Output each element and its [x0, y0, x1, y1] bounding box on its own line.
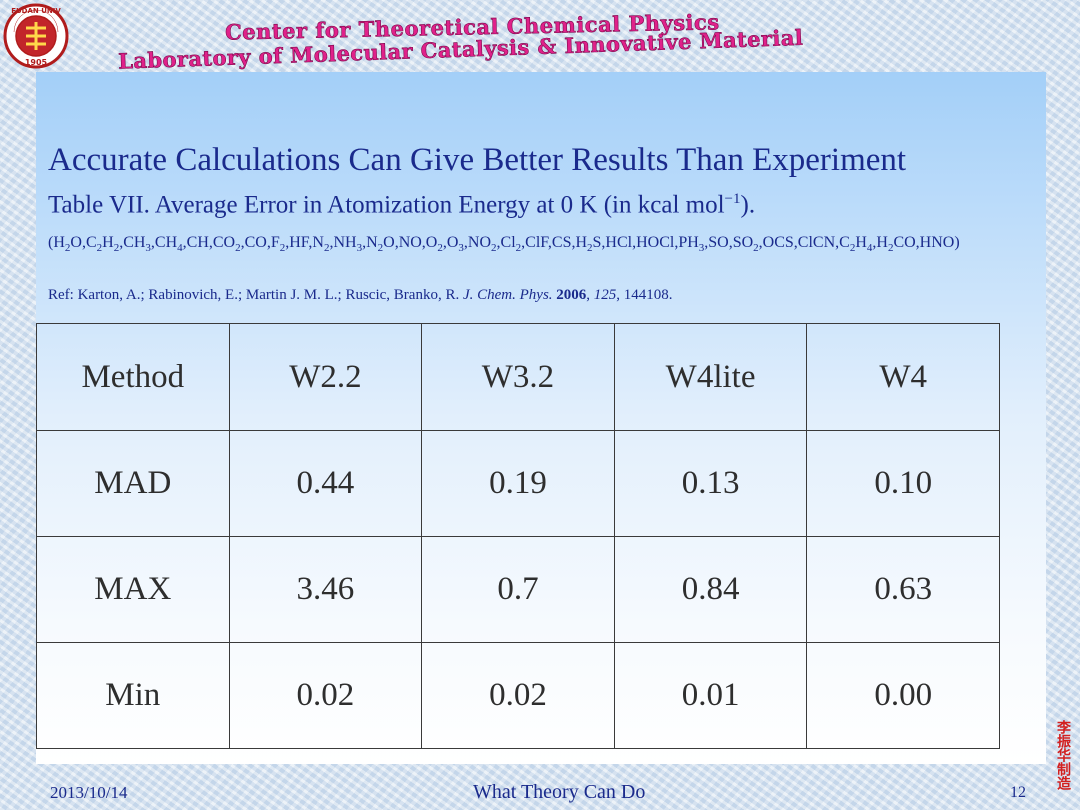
molecule-text: O,NO,O: [383, 234, 438, 251]
molecule-text: O,C: [70, 234, 97, 251]
table-cell: 0.13: [613, 430, 808, 537]
reference-year: 2006: [556, 287, 587, 303]
molecule-subscript: 2: [491, 242, 497, 255]
table-header-cell: W4lite: [613, 323, 808, 431]
table-cell: MAD: [36, 430, 230, 537]
table-cell: 0.00: [806, 642, 1000, 749]
molecule-subscript: 2: [587, 242, 593, 255]
molecule-subscript: 3: [145, 242, 151, 255]
table-row: MAD 0.44 0.19 0.13 0.10: [36, 430, 1000, 537]
reference-citation: Ref: Karton, A.; Rabinovich, E.; Martin …: [48, 287, 1048, 304]
molecule-subscript: 2: [113, 242, 120, 255]
table-header-row: Method W2.2 W3.2 W4lite W4: [36, 323, 1000, 431]
caption-end: ).: [740, 191, 756, 219]
molecule-subscript: 2: [437, 242, 443, 255]
reference-prefix: Ref: Karton, A.; Rabinovich, E.; Martin …: [48, 287, 463, 303]
molecule-subscript: 2: [849, 242, 856, 255]
molecule-text: ,CH: [150, 234, 178, 251]
table-cell: 0.10: [806, 430, 1000, 537]
table-cell: 3.46: [228, 536, 423, 643]
molecule-subscript: 2: [377, 242, 384, 255]
table-cell: Min: [36, 642, 230, 749]
page-number: 12: [1010, 784, 1026, 801]
table-cell: 0.19: [421, 430, 615, 537]
table-header-cell: W2.2: [228, 323, 423, 431]
molecule-text: ,Cl: [496, 234, 516, 251]
molecule-text: ,NO: [463, 234, 492, 251]
molecule-subscript: 2: [887, 242, 894, 255]
molecule-text: ,H: [872, 234, 888, 251]
molecule-text: ,O: [442, 234, 459, 251]
reference-journal: J. Chem. Phys.: [462, 287, 553, 303]
table-caption: Table VII. Average Error in Atomization …: [48, 191, 1048, 219]
table-cell: 0.44: [228, 430, 423, 537]
caption-main: Table VII. Average Error in Atomization …: [48, 191, 725, 219]
table-header-cell: Method: [36, 323, 230, 431]
molecule-subscript: 2: [235, 242, 241, 255]
svg-text:1905: 1905: [25, 58, 48, 67]
molecule-text: ,ClF,CS,H: [521, 234, 588, 251]
table-cell: 0.02: [228, 642, 423, 749]
molecule-subscript: 2: [96, 242, 103, 255]
molecule-text: (H: [48, 234, 65, 251]
table-cell: 0.01: [613, 642, 808, 749]
author-stamp: 李振华制造: [1055, 720, 1070, 790]
reference-sep: ,: [586, 287, 594, 303]
molecule-subscript: 2: [279, 242, 286, 255]
molecule-text: ,NH: [329, 234, 357, 251]
svg-text:FUDAN UNIV: FUDAN UNIV: [11, 7, 61, 15]
molecule-text: CO,HNO): [893, 234, 960, 251]
reference-volume: 125: [593, 287, 617, 303]
molecule-list: (H2O,C2H2,CH3,CH4,CH,CO2,CO,F2,HF,N2,NH3…: [48, 232, 1008, 259]
molecule-text: H: [102, 234, 114, 251]
slide-title: Accurate Calculations Can Give Better Re…: [48, 142, 907, 178]
molecule-text: ,CO,F: [240, 234, 280, 251]
table-cell: MAX: [36, 536, 230, 643]
university-seal-logo: FUDAN UNIV 1905: [3, 3, 69, 69]
molecule-text: ,N: [362, 234, 378, 251]
molecule-text: ,HF,N: [285, 234, 324, 251]
footer-title: What Theory Can Do: [473, 781, 646, 803]
table-row: MAX 3.46 0.7 0.84 0.63: [36, 536, 1000, 643]
molecule-subscript: 4: [866, 242, 873, 255]
slide-header: FUDAN UNIV 1905 Center for Theoretical C…: [0, 0, 1080, 74]
table-header-cell: W3.2: [421, 323, 615, 431]
molecule-subscript: 3: [458, 242, 464, 255]
molecule-text: ,CH,CO: [182, 234, 236, 251]
molecule-subscript: 2: [64, 242, 71, 255]
table-row: Min 0.02 0.02 0.01 0.00: [36, 642, 1000, 749]
table-cell: 0.7: [421, 536, 615, 643]
molecule-subscript: 3: [698, 242, 705, 255]
footer-date: 2013/10/14: [50, 783, 128, 802]
table-cell: 0.84: [613, 536, 808, 643]
molecule-subscript: 2: [515, 242, 522, 255]
error-table: Method W2.2 W3.2 W4lite W4 MAD 0.44 0.19…: [36, 323, 1000, 749]
reference-pages: , 144108.: [616, 287, 673, 303]
molecule-subscript: 2: [753, 242, 759, 255]
molecule-text: S,HCl,HOCl,PH: [592, 234, 699, 251]
table-header-cell: W4: [806, 323, 1000, 431]
molecule-text: ,SO,SO: [704, 234, 754, 251]
table-cell: 0.02: [421, 642, 615, 749]
molecule-text: ,OCS,ClCN,C: [758, 234, 850, 251]
caption-superscript: −1: [724, 191, 741, 207]
molecule-text: ,CH: [119, 234, 146, 251]
molecule-subscript: 3: [356, 242, 363, 255]
molecule-subscript: 2: [323, 242, 330, 255]
molecule-subscript: 4: [177, 242, 183, 255]
molecule-text: H: [855, 234, 867, 251]
table-cell: 0.63: [806, 536, 1000, 643]
